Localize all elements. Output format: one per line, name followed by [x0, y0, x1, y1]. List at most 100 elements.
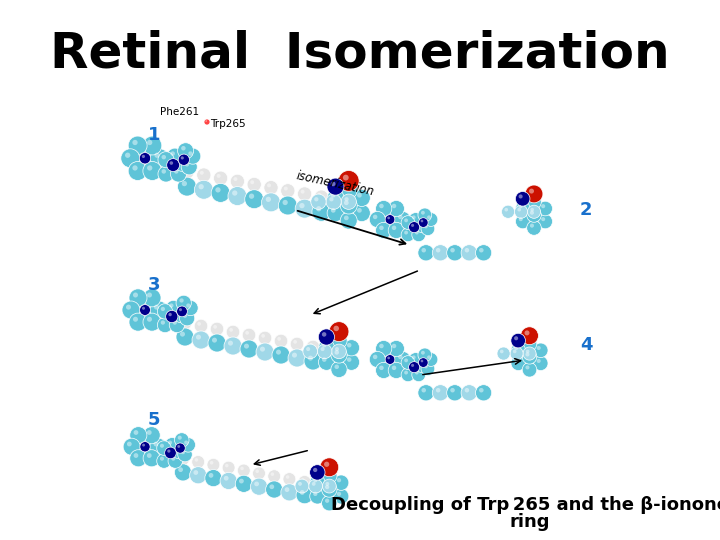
- Circle shape: [541, 217, 545, 221]
- Circle shape: [513, 349, 516, 353]
- Circle shape: [215, 187, 220, 193]
- Circle shape: [143, 450, 161, 467]
- Circle shape: [536, 346, 541, 350]
- Circle shape: [205, 120, 207, 122]
- Circle shape: [461, 384, 477, 401]
- Circle shape: [432, 384, 449, 401]
- Circle shape: [212, 338, 217, 343]
- Circle shape: [253, 467, 266, 480]
- Circle shape: [260, 347, 265, 352]
- Circle shape: [185, 148, 201, 164]
- Circle shape: [205, 470, 222, 487]
- Circle shape: [420, 360, 423, 362]
- Circle shape: [310, 489, 325, 504]
- Circle shape: [242, 328, 256, 342]
- Circle shape: [323, 479, 336, 493]
- Circle shape: [500, 349, 503, 353]
- Circle shape: [318, 344, 332, 359]
- Circle shape: [322, 332, 326, 336]
- Circle shape: [306, 347, 310, 351]
- Circle shape: [510, 347, 523, 360]
- Circle shape: [411, 364, 414, 367]
- Circle shape: [526, 349, 529, 353]
- Circle shape: [174, 447, 179, 451]
- Circle shape: [286, 475, 289, 479]
- Circle shape: [183, 167, 187, 172]
- Circle shape: [373, 214, 377, 219]
- Circle shape: [147, 293, 152, 298]
- Circle shape: [233, 177, 238, 181]
- Circle shape: [420, 220, 423, 222]
- Circle shape: [313, 468, 318, 472]
- Circle shape: [132, 140, 138, 145]
- Circle shape: [251, 478, 268, 495]
- Circle shape: [522, 362, 537, 377]
- Circle shape: [158, 318, 173, 333]
- Circle shape: [518, 204, 523, 208]
- Circle shape: [516, 214, 530, 229]
- Circle shape: [288, 349, 306, 367]
- Circle shape: [412, 228, 426, 242]
- Circle shape: [382, 211, 398, 227]
- Circle shape: [261, 334, 265, 338]
- Circle shape: [169, 318, 184, 333]
- Circle shape: [411, 224, 414, 227]
- Circle shape: [325, 482, 329, 486]
- Circle shape: [329, 322, 349, 341]
- Circle shape: [258, 331, 271, 345]
- Circle shape: [157, 441, 171, 455]
- Text: 2: 2: [580, 201, 593, 219]
- Circle shape: [181, 319, 185, 323]
- Circle shape: [240, 340, 258, 358]
- Circle shape: [254, 482, 259, 487]
- Circle shape: [541, 204, 545, 208]
- Circle shape: [324, 462, 329, 467]
- Text: 5: 5: [148, 411, 161, 429]
- Circle shape: [154, 153, 160, 158]
- Circle shape: [331, 208, 336, 213]
- Circle shape: [161, 320, 165, 325]
- Circle shape: [331, 333, 347, 349]
- Circle shape: [196, 335, 201, 340]
- Circle shape: [404, 231, 408, 234]
- Circle shape: [376, 222, 392, 239]
- Circle shape: [295, 479, 309, 493]
- Circle shape: [281, 184, 295, 198]
- Circle shape: [344, 185, 348, 190]
- Circle shape: [338, 171, 359, 191]
- Circle shape: [293, 340, 297, 344]
- Circle shape: [178, 158, 182, 163]
- Circle shape: [158, 152, 174, 168]
- Circle shape: [327, 190, 344, 206]
- Circle shape: [318, 329, 335, 345]
- Circle shape: [208, 334, 226, 352]
- Circle shape: [308, 356, 313, 361]
- Circle shape: [174, 156, 190, 171]
- Circle shape: [175, 443, 185, 453]
- Circle shape: [527, 195, 541, 210]
- Circle shape: [266, 197, 271, 202]
- Circle shape: [207, 458, 220, 471]
- Circle shape: [171, 166, 186, 182]
- Circle shape: [450, 388, 455, 393]
- Circle shape: [246, 331, 249, 335]
- Circle shape: [167, 159, 179, 172]
- Circle shape: [331, 347, 347, 363]
- Circle shape: [200, 171, 204, 175]
- Circle shape: [178, 177, 197, 196]
- Circle shape: [450, 248, 455, 253]
- Circle shape: [385, 355, 395, 365]
- Circle shape: [171, 151, 175, 156]
- Circle shape: [330, 181, 336, 186]
- Circle shape: [176, 453, 189, 465]
- Circle shape: [147, 140, 153, 145]
- Text: ring: ring: [510, 513, 550, 531]
- Circle shape: [311, 194, 326, 210]
- Circle shape: [322, 357, 327, 362]
- Circle shape: [531, 208, 534, 212]
- Circle shape: [333, 475, 349, 490]
- Text: isomerization: isomerization: [295, 169, 375, 198]
- Circle shape: [401, 356, 415, 369]
- Circle shape: [239, 478, 244, 483]
- Circle shape: [335, 347, 339, 351]
